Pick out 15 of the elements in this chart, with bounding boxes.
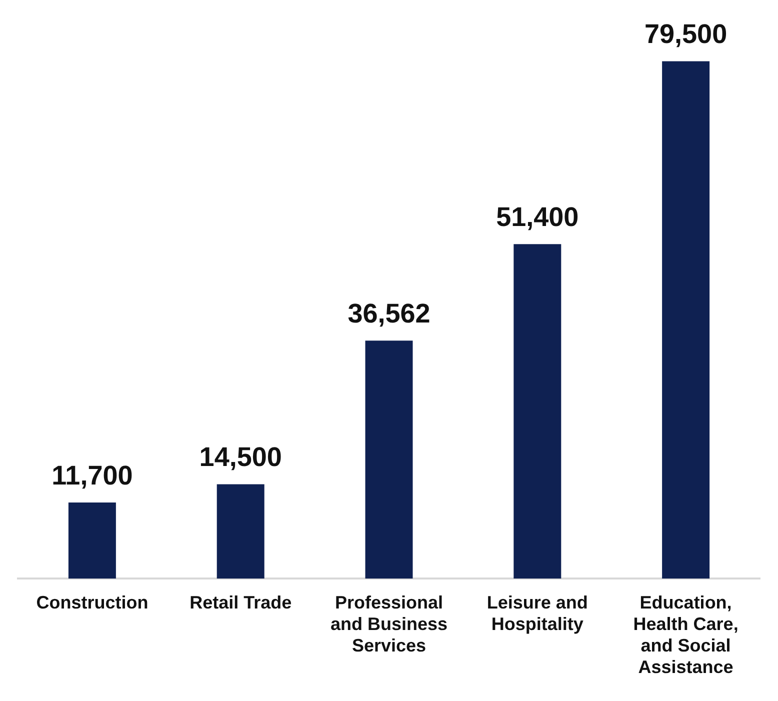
- bar: [662, 61, 710, 579]
- bar: [216, 484, 264, 579]
- data-label: 36,562: [348, 298, 430, 329]
- x-tick-label: Construction: [36, 592, 148, 612]
- x-tick-label: Professional and Business Services: [330, 592, 448, 656]
- x-tick-label: Education, Health Care, and Social Assistance: [633, 592, 738, 678]
- data-label: 11,700: [52, 460, 133, 490]
- bar: [514, 244, 562, 579]
- data-label: 51,400: [496, 202, 579, 232]
- data-label: 79,500: [644, 19, 728, 50]
- data-label: 14,500: [199, 442, 282, 472]
- x-tick-label: Retail Trade: [190, 592, 292, 612]
- x-tick-label: Leisure and Hospitality: [486, 592, 588, 634]
- bar: [68, 502, 116, 579]
- bar: [365, 340, 413, 579]
